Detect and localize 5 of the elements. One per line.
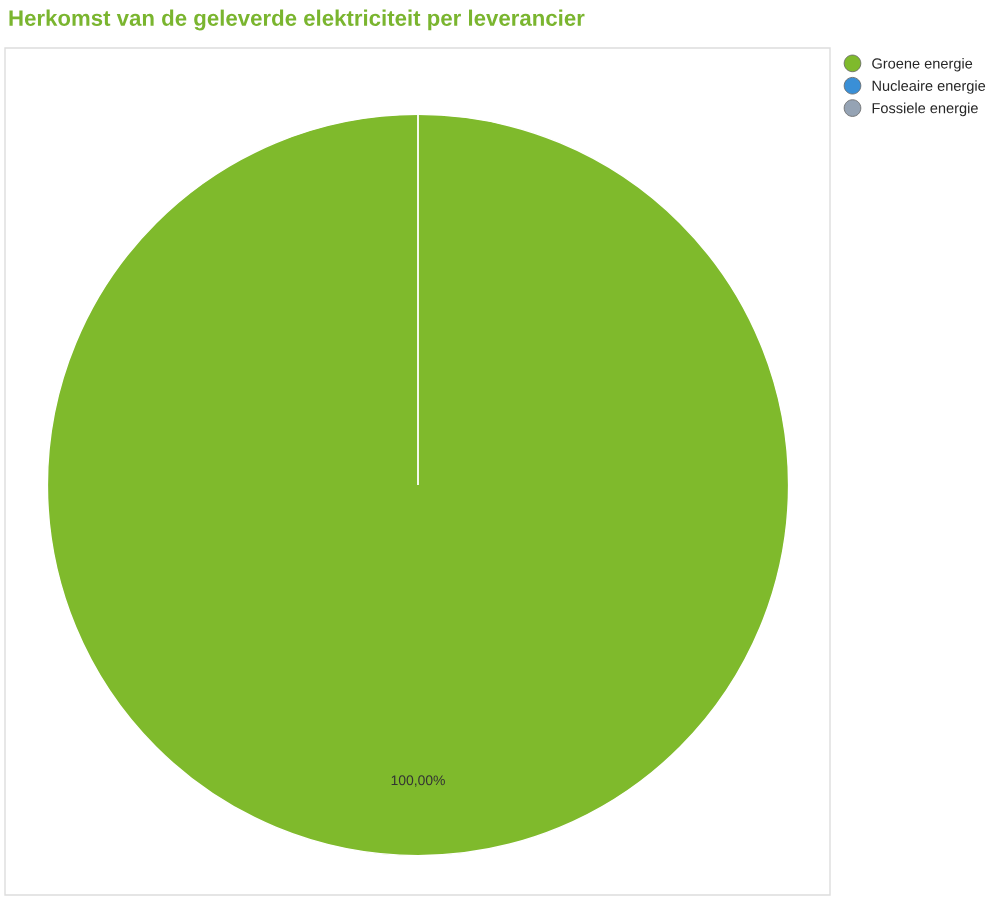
legend-label: Nucleaire energie: [872, 80, 986, 94]
legend-label: Fossiele energie: [872, 102, 978, 117]
chart-title: Herkomst van de geleverde elektriciteit per leverancier: [9, 9, 585, 31]
legend-label: Groene energie: [872, 57, 973, 72]
data-label: 100,00%: [391, 775, 445, 787]
